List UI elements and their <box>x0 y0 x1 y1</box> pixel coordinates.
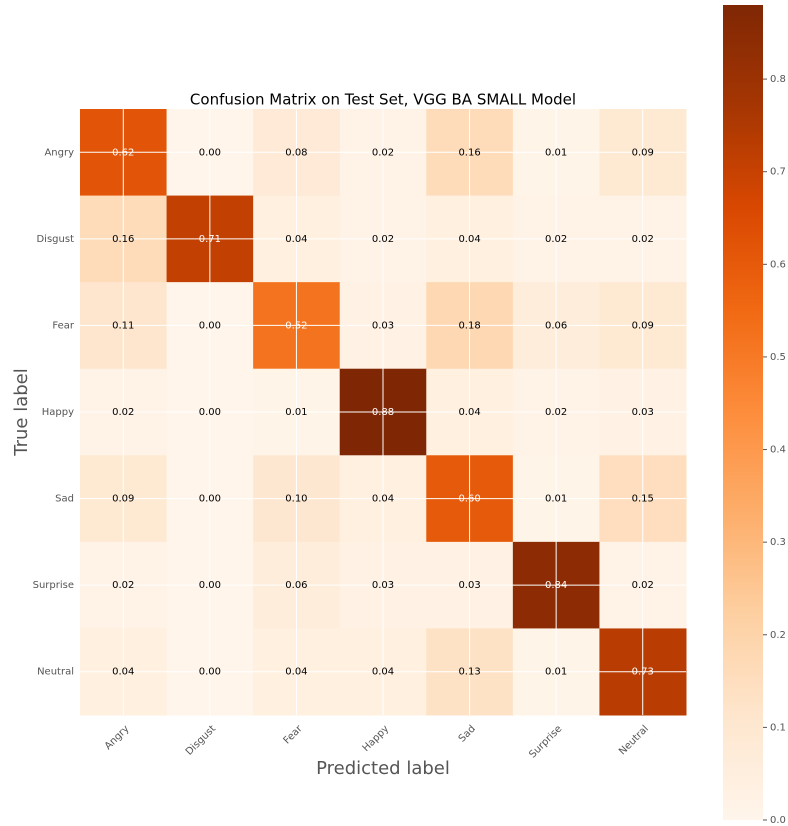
cell-label: 0.73 <box>632 667 654 678</box>
cell-label: 0.04 <box>372 494 394 505</box>
cell-label: 0.04 <box>372 667 394 678</box>
cell-label: 0.04 <box>285 234 307 245</box>
x-tick-label: Surprise <box>527 723 564 760</box>
colorbar-tick-label: 0.2 <box>770 630 786 641</box>
cell-label: 0.03 <box>372 320 394 331</box>
cell-label: 0.02 <box>112 407 134 418</box>
cell-label: 0.00 <box>199 407 221 418</box>
cell-label: 0.09 <box>632 147 654 158</box>
cell-label: 0.04 <box>458 407 480 418</box>
colorbar-tick-label: 0.8 <box>770 74 786 85</box>
cell-label: 0.02 <box>545 407 567 418</box>
cell-label: 0.18 <box>458 320 480 331</box>
cell-label: 0.01 <box>285 407 307 418</box>
cell-label: 0.84 <box>545 580 567 591</box>
cell-label: 0.01 <box>545 147 567 158</box>
cell-label: 0.01 <box>545 667 567 678</box>
cell-label: 0.02 <box>112 580 134 591</box>
y-tick-label: Angry <box>44 147 74 158</box>
cell-label: 0.03 <box>458 580 480 591</box>
colorbar-tick-label: 0.6 <box>770 259 786 270</box>
cell-label: 0.06 <box>545 320 567 331</box>
cell-label: 0.15 <box>632 494 654 505</box>
cell-label: 0.08 <box>285 147 307 158</box>
y-tick-label: Happy <box>42 407 74 418</box>
cell-label: 0.16 <box>112 234 134 245</box>
x-tick-label: Angry <box>103 723 132 752</box>
x-tick-label: Fear <box>282 723 306 747</box>
cell-label: 0.01 <box>545 494 567 505</box>
cell-label: 0.62 <box>112 147 134 158</box>
y-tick-label: Neutral <box>37 667 74 678</box>
cell-label: 0.00 <box>199 320 221 331</box>
cell-label: 0.00 <box>199 580 221 591</box>
cell-label: 0.09 <box>632 320 654 331</box>
cell-label: 0.02 <box>372 234 394 245</box>
cell-label: 0.88 <box>372 407 394 418</box>
colorbar-tick-label: 0.3 <box>770 537 786 548</box>
cell-label: 0.11 <box>112 320 134 331</box>
cell-label: 0.10 <box>285 494 307 505</box>
cell-label: 0.06 <box>285 580 307 591</box>
cell-label: 0.03 <box>372 580 394 591</box>
colorbar-tick-label: 0.0 <box>770 815 786 826</box>
cell-label: 0.09 <box>112 494 134 505</box>
colorbar-tick-label: 0.5 <box>770 352 786 363</box>
cell-label: 0.71 <box>199 234 221 245</box>
cell-label: 0.00 <box>199 494 221 505</box>
colorbar-tick-label: 0.4 <box>770 445 786 456</box>
y-tick-label: Surprise <box>33 580 74 591</box>
cell-label: 0.60 <box>458 494 480 505</box>
y-tick-label: Fear <box>52 320 74 331</box>
y-tick-label: Sad <box>55 494 74 505</box>
x-tick-label: Disgust <box>184 723 218 757</box>
cell-label: 0.16 <box>458 147 480 158</box>
x-tick-label: Sad <box>457 723 478 744</box>
cell-label: 0.02 <box>545 234 567 245</box>
cell-label: 0.02 <box>632 580 654 591</box>
x-axis-label: Predicted label <box>316 758 450 779</box>
x-tick-label: Happy <box>361 723 392 754</box>
chart-title: Confusion Matrix on Test Set, VGG BA SMA… <box>190 91 576 109</box>
y-axis-label: True label <box>11 368 32 457</box>
cell-label: 0.13 <box>458 667 480 678</box>
x-tick-label: Neutral <box>617 723 651 757</box>
cell-label: 0.04 <box>285 667 307 678</box>
colorbar <box>723 5 763 820</box>
cell-label: 0.03 <box>632 407 654 418</box>
cell-label: 0.00 <box>199 147 221 158</box>
colorbar-tick-label: 0.7 <box>770 167 786 178</box>
cell-label: 0.04 <box>458 234 480 245</box>
cell-label: 0.02 <box>372 147 394 158</box>
cell-label: 0.02 <box>632 234 654 245</box>
cell-label: 0.04 <box>112 667 134 678</box>
y-tick-label: Disgust <box>36 234 74 245</box>
cell-label: 0.00 <box>199 667 221 678</box>
cell-label: 0.52 <box>285 320 307 331</box>
colorbar-tick-label: 0.1 <box>770 722 786 733</box>
